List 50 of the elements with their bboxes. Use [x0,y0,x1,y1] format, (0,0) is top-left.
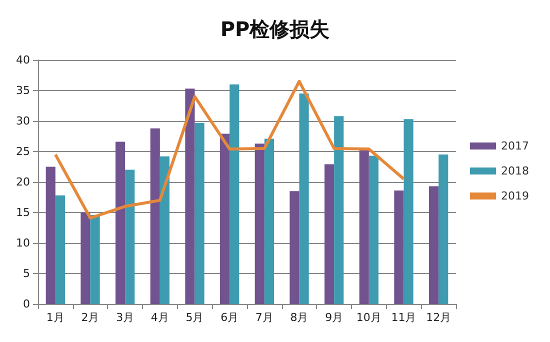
bar [264,138,274,304]
x-tick-label: 1月 [46,311,64,324]
x-tick-label: 5月 [186,311,204,324]
bar [334,116,344,304]
legend-label: 2018 [501,164,530,178]
bar [46,166,56,304]
y-tick-label: 0 [23,298,30,310]
bar [324,164,334,304]
bar [194,122,204,304]
y-tick-label: 30 [16,114,30,128]
bar [404,119,414,304]
y-tick-label: 10 [16,236,30,250]
x-tick-label: 7月 [255,311,274,324]
x-tick-label: 9月 [325,311,344,324]
bar [80,212,90,304]
bar [368,156,378,304]
x-tick-label: 6月 [220,311,239,324]
y-tick-label: 20 [16,176,30,188]
y-tick-label: 5 [23,267,30,280]
bar [125,170,135,304]
x-tick-label: 11月 [391,311,416,324]
chart-title: PP检修损失 [220,17,330,41]
y-tick-label: 15 [16,206,30,219]
x-tick-label: 4月 [150,311,169,324]
x-tick-label: 12月 [426,311,452,324]
bar [299,94,309,304]
bar [230,84,240,304]
bar [150,128,160,304]
y-tick-label: 25 [16,145,30,158]
bar [290,191,300,304]
bar [220,134,230,304]
x-tick-label: 8月 [290,311,308,324]
x-tick-label: 2月 [81,311,100,324]
bar [394,190,404,304]
y-tick-label: 35 [16,84,30,97]
line-series [54,80,406,220]
bar [116,142,126,304]
bar [160,156,170,304]
bar [429,186,439,304]
bar [254,144,264,304]
legend-label: 2019 [501,190,530,202]
x-tick-label: 3月 [116,311,134,324]
bar [359,150,369,304]
bar [90,214,100,304]
bar [185,88,195,304]
bar [55,195,65,304]
legend-label: 2017 [501,140,530,152]
x-tick-label: 10月 [356,311,382,324]
y-tick-label: 40 [16,54,30,66]
bar [438,154,448,304]
